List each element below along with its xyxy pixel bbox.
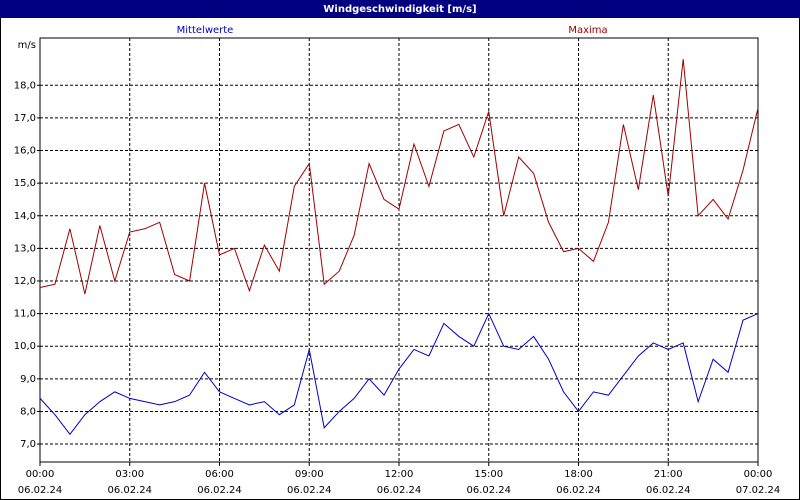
plot-frame [39, 37, 759, 463]
y-tick-label: 17,0 [14, 113, 36, 124]
x-tick-label: 18:00 [564, 469, 593, 480]
y-unit: m/s [18, 40, 36, 51]
series-line [39, 59, 759, 295]
x-tick-date: 07.02.24 [736, 485, 781, 496]
title-bar [0, 0, 800, 18]
x-tick-date: 06.02.24 [18, 485, 63, 496]
x-tick-date: 06.02.24 [646, 485, 691, 496]
y-tick-label: 7,0 [20, 439, 36, 450]
legend-entry: Mittelwerte [177, 25, 234, 36]
y-tick-label: 14,0 [14, 211, 36, 222]
x-tick-label: 12:00 [385, 469, 414, 480]
y-tick-label: 11,0 [14, 309, 36, 320]
x-tick-date: 06.02.24 [197, 485, 242, 496]
x-tick-label: 21:00 [654, 469, 683, 480]
x-tick-date: 06.02.24 [287, 485, 332, 496]
y-tick-label: 13,0 [14, 243, 36, 254]
y-tick-label: 12,0 [14, 276, 36, 287]
x-tick-date: 06.02.24 [556, 485, 601, 496]
legend-entry: Maxima [568, 25, 607, 36]
chart-title: Windgeschwindigkeit [m/s] [323, 4, 476, 15]
x-tick-date: 06.02.24 [466, 485, 511, 496]
series-line [39, 312, 759, 436]
y-tick-label: 9,0 [20, 374, 36, 385]
x-tick-label: 00:00 [26, 469, 55, 480]
x-tick-date: 06.02.24 [377, 485, 422, 496]
x-tick-label: 15:00 [474, 469, 503, 480]
x-tick-label: 03:00 [115, 469, 144, 480]
x-tick-label: 00:00 [744, 469, 773, 480]
y-tick-label: 8,0 [20, 406, 36, 417]
y-tick-label: 10,0 [14, 341, 36, 352]
y-tick-label: 15,0 [14, 178, 36, 189]
x-tick-label: 09:00 [295, 469, 324, 480]
x-tick-date: 06.02.24 [107, 485, 152, 496]
x-tick-label: 06:00 [205, 469, 234, 480]
y-tick-label: 18,0 [14, 80, 36, 91]
y-tick-label: 16,0 [14, 146, 36, 157]
